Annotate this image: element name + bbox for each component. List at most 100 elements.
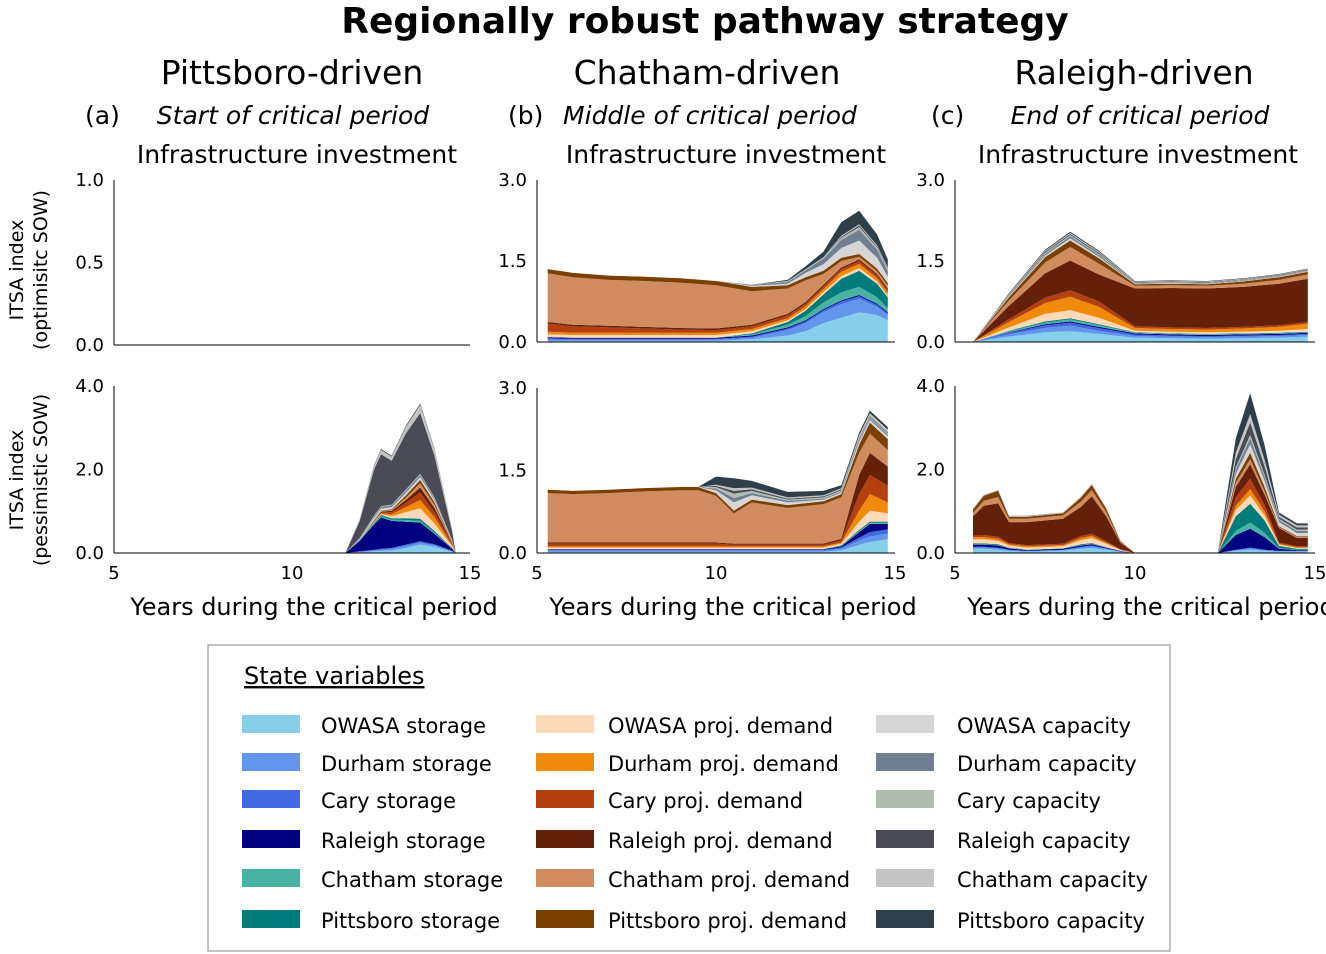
y-tick-label: 2.0	[75, 460, 104, 481]
legend-box	[207, 644, 1171, 952]
legend-item-pittsboro-storage: Pittsboro storage	[242, 909, 500, 933]
panel-title-a: Infrastructure investment	[137, 140, 457, 169]
y-tick-label: 0.0	[916, 543, 945, 564]
panel-b-optimistic: 0.0 1.5 3.0	[498, 170, 895, 353]
legend-swatch	[876, 910, 934, 928]
legend-swatch	[242, 869, 300, 887]
area-chatham-proj-demand	[547, 433, 888, 544]
panel-letter-b: (b)	[508, 101, 543, 130]
area-cary-proj-demand	[973, 478, 1308, 553]
y-tick-label: 3.0	[498, 170, 527, 191]
panel-c-optimistic: 0.0 1.5 3.0	[916, 170, 1315, 353]
area-owasa-storage	[547, 539, 888, 553]
x-tick-label: 10	[705, 563, 728, 584]
area-chatham-capacity	[973, 414, 1308, 553]
legend-item-pittsboro-proj-demand: Pittsboro proj. demand	[536, 909, 847, 933]
panel-a-optimistic: 0.0 0.5 1.0	[75, 170, 470, 356]
legend-label: Chatham capacity	[957, 868, 1148, 892]
area-chatham-capacity	[547, 413, 888, 499]
area-owasa-storage	[547, 312, 888, 342]
area-raleigh-proj-demand	[131, 487, 456, 553]
y-tick-label: 0.0	[75, 335, 104, 356]
legend-item-durham-capacity: Durham capacity	[876, 752, 1137, 776]
area-durham-capacity	[547, 229, 888, 286]
x-tick-label: 15	[459, 563, 482, 584]
legend-label: Chatham storage	[321, 868, 503, 892]
area-pittsboro-proj-demand	[973, 452, 1308, 553]
area-owasa-storage	[131, 544, 456, 553]
area-owasa-storage	[973, 548, 1308, 553]
area-durham-storage	[973, 546, 1308, 553]
legend-label: Durham capacity	[957, 752, 1137, 776]
legend-label: Durham proj. demand	[608, 752, 839, 776]
legend-item-chatham-storage: Chatham storage	[242, 868, 503, 892]
legend-swatch	[536, 790, 594, 808]
column-subtitle-c: End of critical period	[1011, 101, 1270, 130]
row-label-top-line2: (optimisitc SOW)	[30, 190, 52, 350]
legend-swatch	[242, 790, 300, 808]
legend-label: Raleigh capacity	[957, 829, 1131, 853]
area-durham-proj-demand	[973, 296, 1308, 342]
legend-item-owasa-capacity: OWASA capacity	[876, 714, 1131, 738]
row-label-bottom-line1: ITSA index	[6, 430, 28, 531]
area-raleigh-storage	[973, 528, 1308, 553]
legend-item-cary-proj-demand: Cary proj. demand	[536, 789, 803, 813]
y-tick-label: 0.0	[916, 332, 945, 353]
legend-swatch	[876, 869, 934, 887]
y-tick-label: 1.5	[498, 461, 527, 482]
area-owasa-capacity	[131, 477, 456, 553]
legend-item-chatham-capacity: Chatham capacity	[876, 868, 1148, 892]
legend-swatch	[536, 830, 594, 848]
area-cary-storage	[973, 545, 1308, 553]
legend-label: Durham storage	[321, 752, 492, 776]
legend-label: Raleigh storage	[321, 829, 486, 853]
panel-c-pessimistic: 0.0 2.0 4.0 5 10 15	[916, 376, 1326, 584]
area-pittsboro-storage	[973, 503, 1308, 553]
legend-label: Cary proj. demand	[608, 789, 803, 813]
area-raleigh-storage	[131, 517, 456, 553]
area-chatham-proj-demand	[547, 256, 888, 329]
area-durham-storage	[973, 325, 1308, 342]
legend-item-durham-proj-demand: Durham proj. demand	[536, 752, 839, 776]
area-owasa-capacity	[973, 444, 1308, 553]
legend-swatch	[876, 830, 934, 848]
legend-item-raleigh-capacity: Raleigh capacity	[876, 829, 1131, 853]
legend-swatch	[242, 753, 300, 771]
y-tick-label: 2.0	[916, 460, 945, 481]
panel-title-b: Infrastructure investment	[566, 140, 886, 169]
legend-item-durham-storage: Durham storage	[242, 752, 492, 776]
y-tick-label: 0.5	[75, 253, 104, 274]
area-owasa-proj-demand	[973, 310, 1308, 342]
x-axis-label-c: Years during the critical period	[966, 593, 1326, 621]
x-axis-label-b: Years during the critical period	[548, 593, 916, 621]
legend-label: OWASA storage	[321, 714, 486, 738]
legend-items: OWASA storage Durham storage Cary storage R…	[242, 714, 1148, 933]
area-owasa-proj-demand	[973, 495, 1308, 553]
area-owasa-capacity	[547, 419, 888, 511]
area-owasa-capacity	[547, 240, 888, 287]
area-cary-proj-demand	[131, 492, 456, 553]
area-owasa-proj-demand	[131, 508, 456, 553]
area-chatham-proj-demand	[973, 459, 1308, 553]
area-chatham-storage	[973, 522, 1308, 553]
y-tick-label: 1.5	[498, 251, 527, 272]
legend-item-raleigh-storage: Raleigh storage	[242, 829, 486, 853]
area-pittsboro-capacity	[973, 393, 1308, 553]
legend-swatch	[876, 715, 934, 733]
area-durham-storage	[547, 298, 888, 341]
area-owasa-storage	[973, 331, 1308, 342]
panel-a-pessimistic: 0.0 2.0 4.0 5 10 15	[75, 376, 481, 584]
area-durham-proj-demand	[131, 500, 456, 553]
x-tick-label: 5	[531, 563, 542, 584]
legend-swatch	[536, 869, 594, 887]
area-pittsboro-storage	[547, 270, 888, 338]
column-heading-c: Raleigh-driven	[1014, 53, 1253, 92]
column-heading-b: Chatham-driven	[574, 53, 841, 92]
legend-swatch	[876, 753, 934, 771]
legend-label: OWASA proj. demand	[608, 714, 833, 738]
legend-label: Cary storage	[321, 789, 456, 813]
y-tick-label: 4.0	[916, 376, 945, 397]
legend-title: State variables	[244, 662, 424, 690]
row-label-bottom-line2: (pessimistic SOW)	[30, 394, 52, 566]
